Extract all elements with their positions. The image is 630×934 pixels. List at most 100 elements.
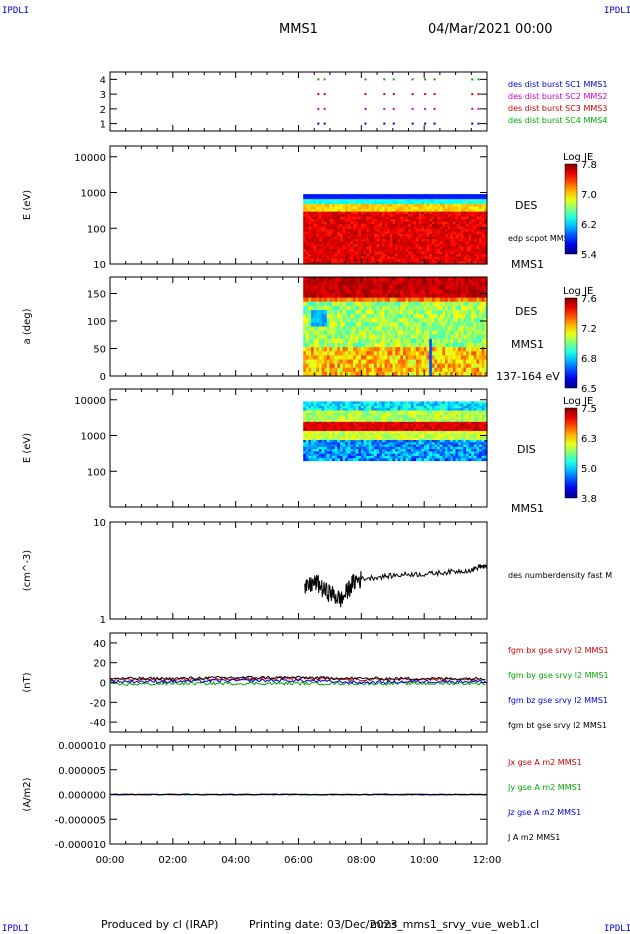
spectrogram-cell [471,241,475,245]
spectrogram-cell [305,338,310,344]
spectrogram-cell [371,371,375,377]
spectrogram-cell [471,209,475,213]
spectrogram-cell [355,305,359,311]
spectrogram-cell [442,363,446,369]
spectrogram-cell [439,289,443,295]
spectrogram-cell [400,426,404,430]
spectrogram-cell [321,259,325,263]
spectrogram-cell [402,419,407,423]
spectrogram-cell [413,216,417,220]
spectrogram-cell [358,244,362,248]
spectrogram-cell [381,204,386,208]
spectrogram-cell [402,216,407,220]
spectrogram-cell [376,259,380,263]
spectrogram-cell [465,297,470,303]
spectrogram-cell [389,442,394,446]
spectrogram-cell [368,424,373,427]
spectrogram-cell [402,249,407,253]
spectrogram-cell [347,338,352,344]
spectrogram-cell [468,219,472,223]
spectrogram-cell [460,216,464,220]
spectrogram-cell [463,334,467,340]
spectrogram-cell [476,330,480,336]
spectrogram-cell [316,234,320,238]
spectrogram-cell [455,256,459,260]
spectrogram-cell [308,256,312,260]
spectrogram-cell [452,330,457,336]
spectrogram-cell [450,343,454,348]
spectrogram-cell [308,351,312,356]
spectrogram-cell [468,216,472,220]
spectrogram-cell [316,442,320,446]
spectrogram-cell [374,239,378,243]
spectrogram-cell [400,449,404,453]
spectrogram-cell [413,239,417,243]
spectrogram-cell [381,251,386,255]
spectrogram-cell [332,351,336,356]
spectrogram-cell [366,412,370,416]
spectrogram-cell [431,363,436,369]
spectrogram-cell [384,451,388,455]
spectrogram-cell [450,310,454,315]
spectrogram-cell [410,415,415,418]
spectrogram-cell [381,440,386,443]
spectrogram-cell [334,455,338,459]
spectrogram-cell [392,277,396,282]
spectrogram-cell [423,241,428,245]
spectrogram-cell [345,421,349,425]
spectrogram-cell [392,421,396,425]
spectrogram-cell [305,251,310,255]
spectrogram-cell [392,259,396,263]
spectrogram-cell [381,254,386,258]
spectrogram-cell [387,433,391,437]
spectrogram-cell [305,196,310,200]
spectrogram-cell [423,293,428,299]
spectrogram-cell [337,246,341,250]
spectrogram-cell [408,458,412,462]
spectrogram-cell [334,330,338,336]
spectrogram-cell [413,206,417,210]
spectrogram-cell [355,446,359,450]
spectrogram-cell [311,224,315,228]
spectrogram-cell [431,254,436,258]
des-energy-colorbar-tick-label: 7.0 [581,190,597,201]
spectrogram-cell [321,408,325,412]
spectrogram-cell [324,421,328,425]
spectrogram-cell [397,334,401,340]
spectrogram-cell [379,444,383,448]
spectrogram-cell [305,435,310,439]
spectrogram-cell [473,254,478,258]
spectrogram-cell [366,231,370,235]
spectrogram-cell [347,343,352,348]
spectrogram-cell [303,204,307,208]
spectrogram-cell [384,236,388,240]
spectrogram-cell [329,371,333,377]
spectrogram-cell [308,428,312,432]
spectrogram-cell [479,251,483,255]
spectrogram-cell [429,261,433,265]
spectrogram-cell [339,318,344,323]
spectrogram-cell [374,408,378,412]
spectrogram-cell [434,301,438,307]
burst-marker [364,122,367,125]
spectrogram-cell [408,281,412,286]
spectrogram-cell [387,371,391,377]
spectrogram-cell [410,417,415,421]
spectrogram-cell [347,449,352,453]
spectrogram-cell [363,209,367,213]
spectrogram-cell [384,224,388,228]
spectrogram-cell [434,314,438,319]
spectrogram-cell [387,285,391,290]
spectrogram-cell [426,322,430,328]
spectrogram-cell [303,338,307,344]
spectrogram-cell [321,430,325,434]
spectrogram-cell [408,206,412,210]
spectrogram-cell [402,415,407,418]
spectrogram-cell [442,367,446,373]
spectrogram-cell [308,206,312,210]
spectrogram-cell [358,371,362,377]
spectrogram-cell [444,256,449,260]
spectrogram-cell [329,211,333,215]
spectrogram-cell [316,444,320,448]
spectrogram-cell [368,405,373,409]
